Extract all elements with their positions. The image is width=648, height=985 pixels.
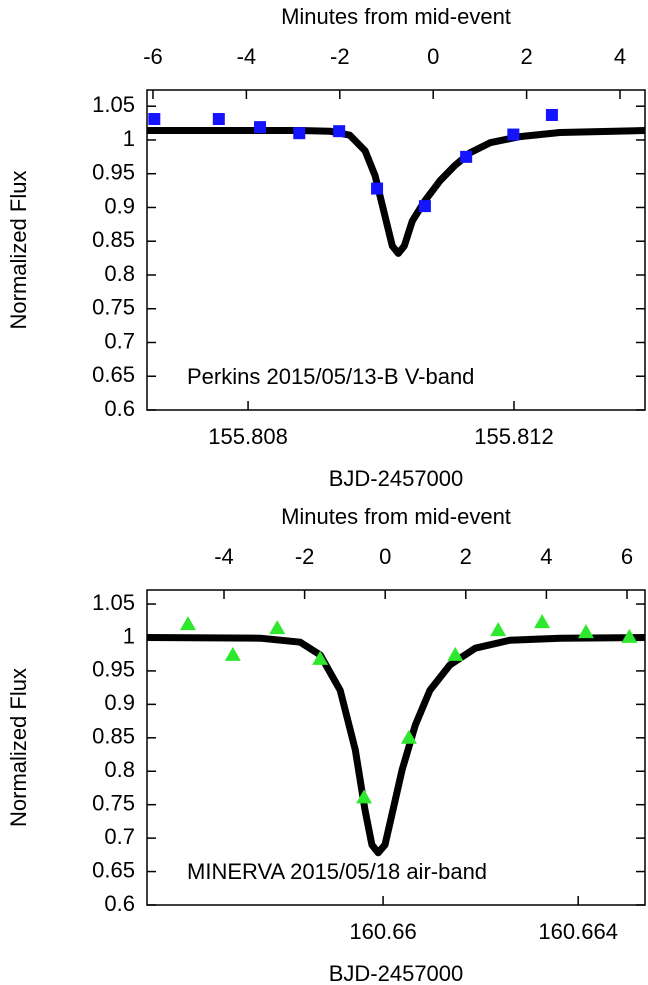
y-tick-label: 0.7 xyxy=(104,824,135,849)
data-point xyxy=(418,200,431,213)
data-point xyxy=(507,128,520,141)
x2-tick-label: 0 xyxy=(427,44,439,69)
data-point xyxy=(545,108,558,121)
x2-tick-label: 0 xyxy=(379,544,391,569)
y-tick-label: 0.75 xyxy=(92,790,135,815)
plot-frame xyxy=(146,589,646,906)
x2-tick-label: -4 xyxy=(237,44,257,69)
x2-tick-label: -4 xyxy=(214,544,234,569)
data-point xyxy=(447,646,464,661)
y-tick-label: 1.05 xyxy=(92,590,135,615)
x-tick-label: 160.66 xyxy=(349,919,416,944)
data-point xyxy=(371,182,384,195)
y-tick-label: 0.95 xyxy=(92,160,135,185)
x2-tick-label: 4 xyxy=(540,544,552,569)
y-axis-label: Normalized Flux xyxy=(6,171,31,330)
x2-tick-label: -2 xyxy=(330,44,350,69)
data-point xyxy=(254,121,267,134)
x-axis-label: BJD-2457000 xyxy=(329,961,464,985)
data-point xyxy=(460,150,473,163)
x-tick-label: 160.664 xyxy=(538,919,618,944)
annotation: MINERVA 2015/05/18 air-band xyxy=(187,859,487,884)
data-point xyxy=(534,614,551,629)
x-tick-label: 155.812 xyxy=(474,424,554,449)
y-tick-label: 0.9 xyxy=(104,193,135,218)
x2-tick-label: 2 xyxy=(520,44,532,69)
annotation: Perkins 2015/05/13-B V-band xyxy=(187,364,474,389)
y-tick-label: 0.85 xyxy=(92,724,135,749)
x2-axis-label: Minutes from mid-event xyxy=(281,504,511,529)
x-axis-label: BJD-2457000 xyxy=(329,466,464,491)
y-tick-label: 1 xyxy=(123,126,135,151)
y-tick-label: 1.05 xyxy=(92,92,135,117)
y-axis-label: Normalized Flux xyxy=(6,668,31,827)
data-point xyxy=(269,620,286,635)
y-tick-label: 0.7 xyxy=(104,328,135,353)
model-curve xyxy=(147,127,646,257)
y-tick-label: 0.9 xyxy=(104,690,135,715)
y-tick-label: 0.65 xyxy=(92,857,135,882)
y-tick-label: 0.6 xyxy=(104,891,135,916)
y-tick-label: 0.95 xyxy=(92,657,135,682)
data-point xyxy=(356,789,373,804)
model-curve xyxy=(146,634,646,857)
data-point xyxy=(148,113,161,126)
data-point xyxy=(293,127,306,140)
x2-tick-label: -2 xyxy=(295,544,315,569)
y-tick-label: 0.8 xyxy=(104,261,135,286)
x2-tick-label: 6 xyxy=(621,544,633,569)
x2-axis-label: Minutes from mid-event xyxy=(281,4,511,29)
x2-tick-label: -6 xyxy=(143,44,163,69)
data-point xyxy=(577,624,594,639)
data-point xyxy=(212,113,225,126)
x2-tick-label: 2 xyxy=(460,544,472,569)
data-point xyxy=(333,125,346,138)
data-point xyxy=(179,616,196,631)
plot-frame xyxy=(146,89,646,411)
y-tick-label: 0.65 xyxy=(92,362,135,387)
data-point xyxy=(400,729,417,744)
data-point xyxy=(621,628,638,643)
y-tick-label: 0.85 xyxy=(92,227,135,252)
y-tick-label: 0.75 xyxy=(92,295,135,320)
x2-tick-label: 4 xyxy=(614,44,626,69)
y-tick-label: 0.6 xyxy=(104,396,135,421)
data-point xyxy=(224,646,241,661)
x-tick-label: 155.808 xyxy=(208,424,288,449)
y-tick-label: 1 xyxy=(123,623,135,648)
y-tick-label: 0.8 xyxy=(104,757,135,782)
data-point xyxy=(312,650,329,665)
data-point xyxy=(490,622,507,637)
